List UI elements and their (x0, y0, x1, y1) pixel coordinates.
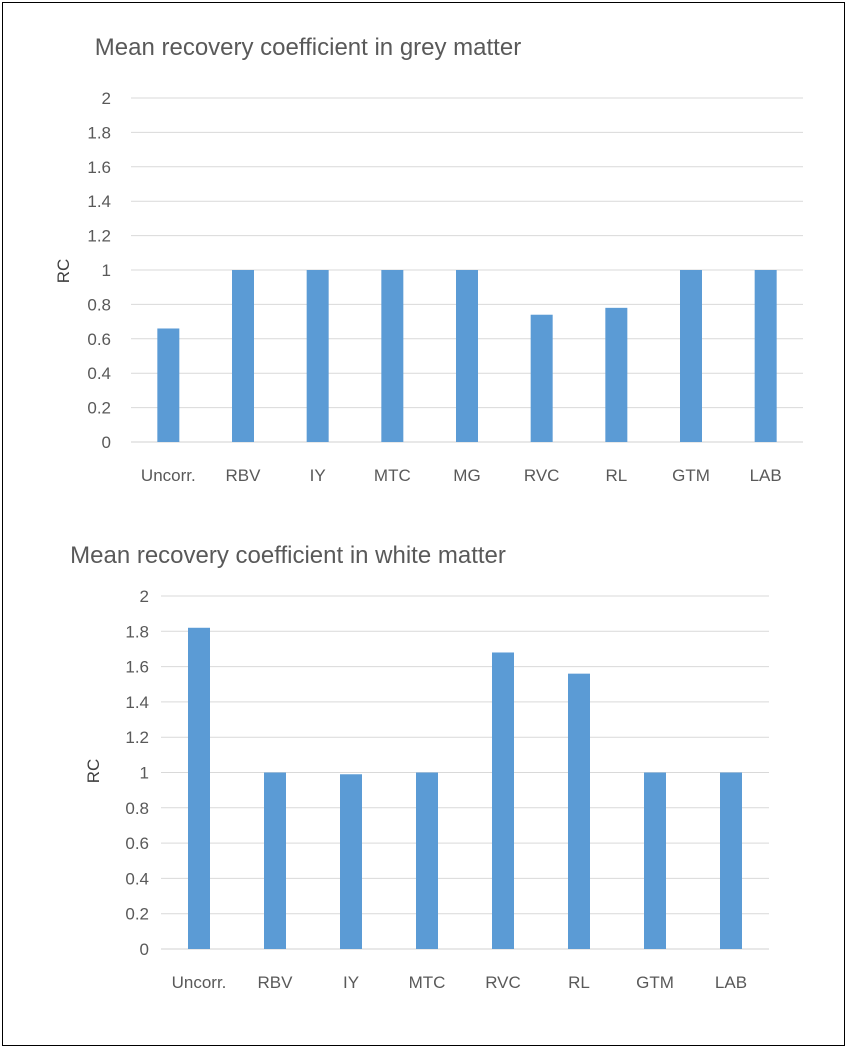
y-tick-label: 0.6 (87, 330, 111, 349)
chart-title: Mean recovery coefficient in grey matter (95, 34, 521, 61)
y-tick-label: 1.8 (125, 622, 149, 641)
chart-title: Mean recovery coefficient in white matte… (70, 542, 506, 569)
y-tick-label: 1.4 (87, 192, 111, 211)
bar (232, 270, 254, 442)
bar (605, 307, 628, 442)
x-tick-label: RL (568, 973, 590, 992)
x-tick-label: RL (605, 466, 627, 485)
x-tick-label: MTC (374, 466, 411, 485)
bar (644, 772, 666, 949)
y-tick-label: 0.4 (87, 364, 111, 383)
y-axis-title: RC (54, 259, 73, 284)
bar (568, 673, 590, 949)
x-tick-label: RBV (226, 466, 262, 485)
y-tick-label: 2 (102, 89, 111, 108)
bar (416, 772, 438, 949)
x-tick-label: MG (453, 466, 480, 485)
x-tick-label: RVC (524, 466, 560, 485)
bar (492, 652, 514, 949)
bar (720, 772, 742, 949)
y-tick-label: 1 (140, 764, 149, 783)
x-tick-label: Uncorr. (141, 466, 196, 485)
y-tick-label: 1.4 (125, 693, 149, 712)
y-tick-label: 1 (102, 261, 111, 280)
x-tick-label: Uncorr. (172, 973, 227, 992)
bar (754, 270, 777, 442)
y-tick-label: 1.2 (87, 227, 111, 246)
bar (306, 270, 329, 442)
bar (381, 270, 404, 442)
x-tick-label: IY (310, 466, 326, 485)
x-tick-label: GTM (636, 973, 674, 992)
x-tick-label: LAB (750, 466, 782, 485)
x-tick-label: IY (343, 973, 359, 992)
y-tick-label: 1.6 (87, 158, 111, 177)
white-matter-chart: Mean recovery coefficient in white matte… (70, 542, 769, 992)
bar (157, 328, 180, 442)
y-tick-label: 0.8 (125, 799, 149, 818)
grey-matter-chart: Mean recovery coefficient in grey matter… (54, 34, 803, 485)
y-tick-label: 0 (102, 433, 111, 452)
y-tick-label: 0.6 (125, 834, 149, 853)
y-tick-label: 1.6 (125, 658, 149, 677)
x-tick-label: LAB (715, 973, 747, 992)
x-tick-label: RVC (485, 973, 521, 992)
y-tick-label: 2 (140, 587, 149, 606)
x-tick-label: GTM (672, 466, 710, 485)
y-tick-label: 0.2 (125, 905, 149, 924)
y-tick-label: 1.8 (87, 123, 111, 142)
x-tick-label: MTC (409, 973, 446, 992)
y-axis-title: RC (84, 759, 103, 784)
bar (680, 270, 702, 442)
x-tick-label: RBV (258, 973, 294, 992)
bar (530, 314, 553, 442)
bar (340, 774, 362, 949)
y-tick-label: 0 (140, 940, 149, 959)
y-tick-label: 1.2 (125, 728, 149, 747)
bar (264, 772, 286, 949)
y-tick-label: 0.2 (87, 399, 111, 418)
y-tick-label: 0.4 (125, 869, 149, 888)
y-tick-label: 0.8 (87, 295, 111, 314)
bar (456, 270, 478, 442)
bar (188, 627, 210, 949)
